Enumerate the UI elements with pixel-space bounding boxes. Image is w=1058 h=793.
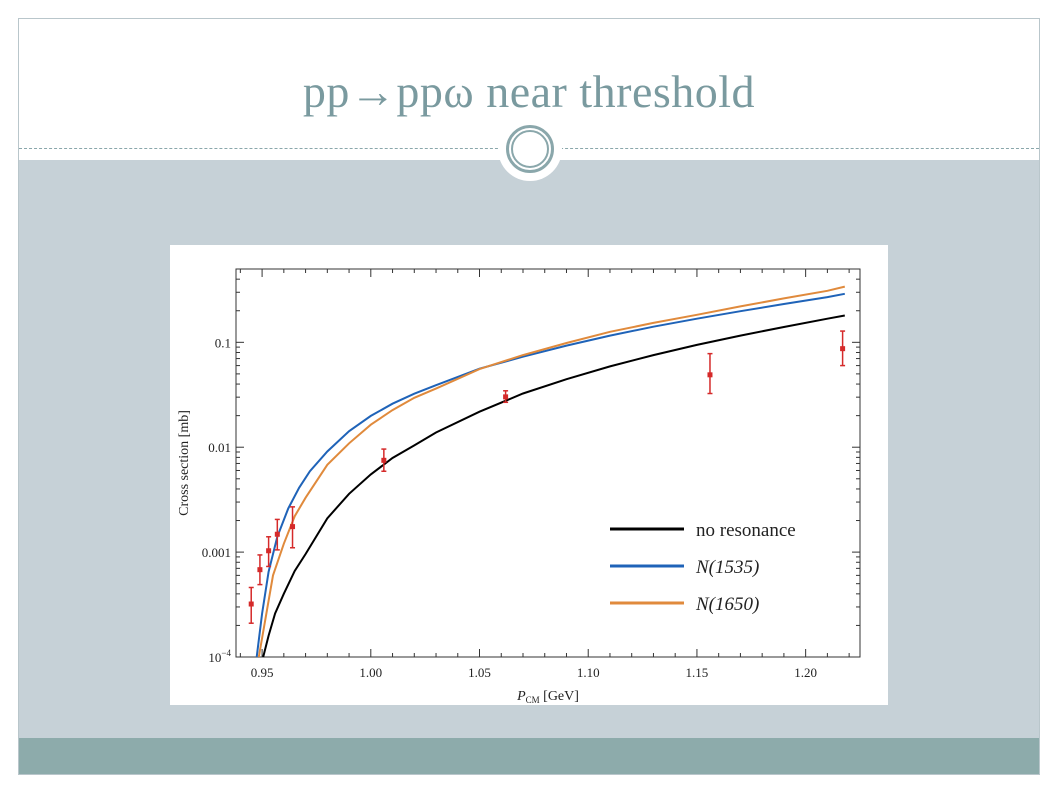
x-tick-label: 1.10 [577,665,600,680]
data-point [290,506,296,549]
data-point [840,330,846,367]
y-tick-label-main: 0.1 [215,335,231,350]
x-axis-ticks: 0.95 1.00 1.05 1.10 1.15 1.20 [239,269,850,680]
y-axis-ticks: 10−4 0.001 0.01 0.1 [202,268,860,665]
cross-section-chart: 10−4 0.001 0.01 0.1 0.95 1.00 1.05 1.10 1.15 1.2… [177,268,861,705]
y-tick-label-main: 0.01 [208,440,231,455]
curve-n-1535 [255,292,845,658]
x-tick-label: 0.95 [251,665,274,680]
data-point [707,352,713,395]
y-axis-label: Cross section [mb] [177,410,192,516]
ornament-outer-ring [506,125,554,173]
data-point [381,448,387,472]
circle-ornament-icon [498,117,562,181]
y-tick-label: 0.001 [202,545,231,560]
legend-label-n-1535: N(1535) [695,557,759,578]
point-marker [266,548,272,554]
y-tick-label-main: 10 [208,650,221,665]
chart-panel: 10−4 0.001 0.01 0.1 0.95 1.00 1.05 1.10 1.15 1.2… [170,245,888,705]
curves [255,285,846,658]
y-tick-label: 0.01 [208,440,231,455]
data-point [248,586,254,624]
point-marker [503,394,509,400]
ornament-inner-ring [511,130,549,168]
y-tick-label: 0.1 [215,335,231,350]
point-marker [381,457,387,463]
data-points [248,330,846,624]
point-marker [840,346,846,352]
point-marker [707,372,713,378]
x-tick-label: 1.15 [686,665,709,680]
point-marker [257,567,263,573]
data-point [257,554,263,586]
x-axis-label-sub: CM [526,695,540,705]
footer-bar [19,738,1039,774]
data-point [503,390,509,404]
legend: no resonance N(1535) N(1650) [610,520,796,615]
x-axis-label-unit: [GeV] [540,689,579,704]
y-tick-label: 10−4 [208,648,231,665]
data-point [266,536,272,568]
slide-title: pp→ppω near threshold [302,66,756,117]
point-marker [290,524,296,530]
x-axis-label: PCM [GeV] [516,689,579,705]
curve-no-resonance [262,314,845,658]
data-point [274,518,280,551]
x-tick-label: 1.00 [359,665,382,680]
y-tick-label-exp: −4 [221,648,231,658]
legend-label-no-resonance: no resonance [696,520,796,541]
x-tick-label: 1.20 [794,665,817,680]
y-tick-label-main: 0.001 [202,545,231,560]
x-axis-label-main: P [516,689,526,704]
slide-frame [18,18,1040,775]
x-tick-label: 1.05 [468,665,491,680]
point-marker [274,531,280,537]
point-marker [248,601,254,607]
legend-label-n-1650: N(1650) [695,594,759,615]
curve-n-1650 [257,285,846,658]
